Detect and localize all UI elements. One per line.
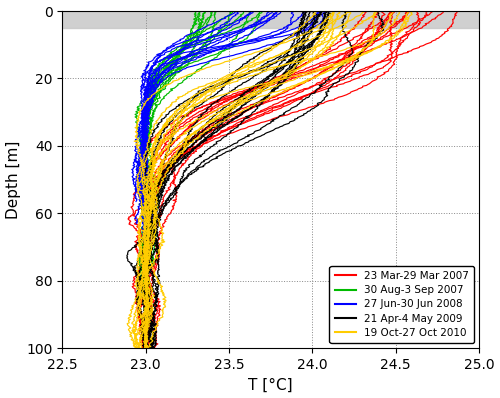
Bar (62, 11, 479, 28)
Legend: 23 Mar-29 Mar 2007, 30 Aug-3 Sep 2007, 27 Jun-30 Jun 2008, 21 Apr-4 May 2009, 19: 23 Mar-29 Mar 2007, 30 Aug-3 Sep 2007, 2… (330, 266, 474, 343)
Y-axis label: Depth [m]: Depth [m] (6, 140, 20, 219)
X-axis label: T [°C]: T [°C] (248, 377, 293, 392)
